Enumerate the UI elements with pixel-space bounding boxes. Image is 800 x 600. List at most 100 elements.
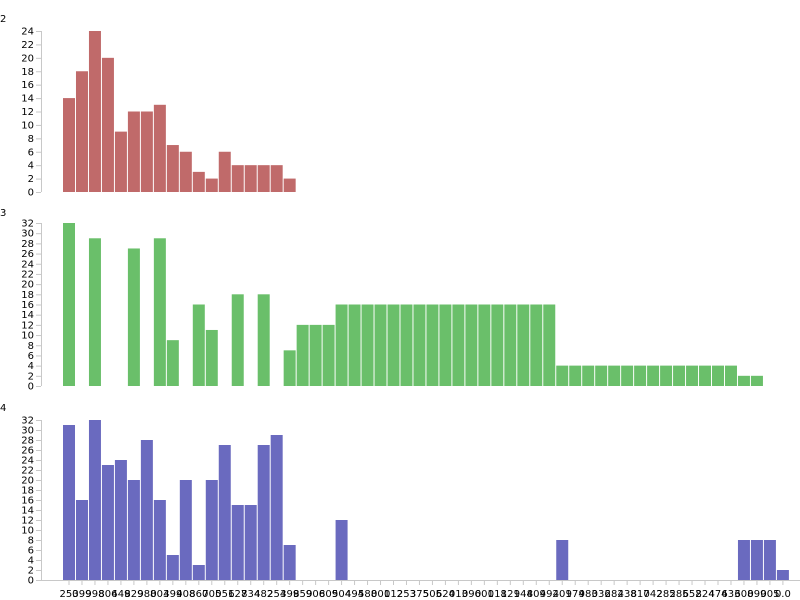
bar [595,365,608,386]
bar [63,425,75,580]
x-tick-label: 988 [137,589,156,600]
bar [153,238,166,386]
bar [763,540,776,580]
x-tick-label: 399 [280,589,299,600]
x-tick-label: 285 [657,589,676,600]
y-tick-label: 20 [21,53,34,64]
x-tick-label: 285 [670,589,689,600]
bar [153,104,166,192]
x-tick-label: 974 [566,589,585,600]
y-tick-label: 0 [28,576,34,587]
bar [283,545,296,580]
x-tick-label: 408 [176,589,195,600]
bar [205,178,218,192]
bar [478,304,491,386]
bar [101,465,114,580]
bar [270,435,283,580]
bar [517,304,530,386]
x-tick-label: 474 [708,589,727,600]
x-tick-label: 944 [514,589,533,600]
x-tick-label: 627 [228,589,247,600]
y-tick-label: 26 [21,249,34,260]
y-tick-label: 4 [28,161,34,172]
bar [166,555,179,580]
y-tick-label: 4 [28,361,34,372]
x-tick-label: 401 [553,589,572,600]
bar [257,445,270,580]
bar [218,445,231,580]
bar [737,375,750,386]
x-tick-label: 505 [423,589,442,600]
x-tick-label: 003 [150,589,169,600]
y-tick-label: 18 [21,290,34,301]
y-tick-label: 12 [21,516,34,527]
bar [114,460,127,580]
x-tick-label: 042 [644,589,663,600]
x-tick-label: 001 [475,589,494,600]
bar [374,304,387,386]
x-tick-label: 449 [111,589,130,600]
bar [192,171,205,192]
y-tick-label: 18 [21,486,34,497]
y-tick-label: 20 [21,476,34,487]
bar [88,238,101,386]
y-tick-label: 32 [21,416,34,427]
x-tick-label: 438 [618,589,637,600]
x-tick-label: 806 [98,589,117,600]
bar [75,71,88,192]
bar [231,165,244,192]
x-tick-label: 652 [682,589,701,600]
bar [750,540,763,580]
y-tick-label: 2 [28,174,34,185]
x-tick-label: 253 [397,589,416,600]
x-tick-label: 608 [734,589,753,600]
bar [452,304,465,386]
bar [127,111,140,192]
bar [413,304,426,386]
bar [75,500,88,580]
bar [322,324,335,386]
bar [205,329,218,386]
bar [400,304,413,386]
y-tick-label: 6 [28,351,34,362]
bar [387,304,400,386]
y-tick-label: 10 [21,526,34,537]
bar [270,165,283,192]
y-tick-label: 14 [21,94,34,105]
y-tick-label: 26 [21,446,34,457]
bar [244,505,257,580]
bar [63,98,75,192]
x-tick-label: 282 [605,589,624,600]
y-tick-label: 32 [21,219,34,230]
x-tick-label: 998 [85,589,104,600]
x-tick-label: 809 [319,589,338,600]
x-tick-label: 705 [202,589,221,600]
x-tick-label: 633 [721,589,740,600]
bar [283,178,296,192]
x-tick-label: 001 [371,589,390,600]
bar [673,365,686,386]
bar [283,350,296,386]
y-tick-label: 18 [21,67,34,78]
bar [439,304,452,386]
y-tick-label: 8 [28,341,34,352]
bar [776,570,789,580]
x-tick-label: 018 [488,589,507,600]
x-tick-label: 834 [241,589,260,600]
bar [257,294,270,386]
y-tick-label: 24 [21,456,34,467]
bar [634,365,647,386]
bar [127,248,140,386]
y-tick-label: 0 [28,382,34,393]
bar [205,480,218,580]
bar [127,480,140,580]
bar [166,145,179,192]
bar [244,165,257,192]
bar [296,324,309,386]
x-tick-label: 859 [293,589,312,600]
x-tick-label: 051 [215,589,234,600]
y-tick-label: 16 [21,496,34,507]
x-tick-label: 375 [410,589,429,600]
y-tick-label: 8 [28,134,34,145]
x-tick-label: 005 [760,589,779,600]
